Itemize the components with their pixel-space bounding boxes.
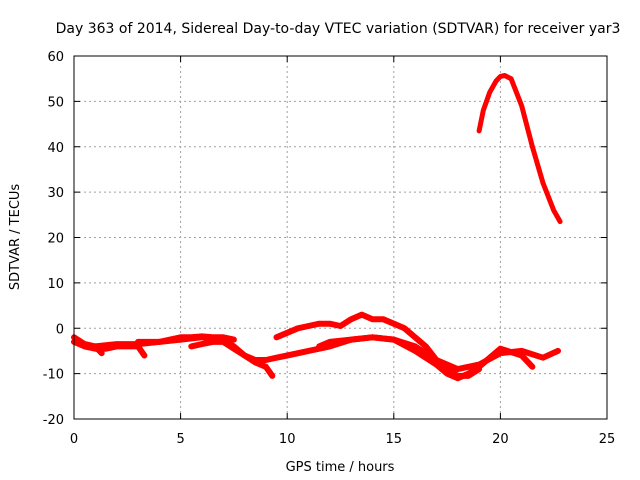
series-track-e (188, 334, 561, 373)
x-tick-label: 25 (599, 432, 616, 447)
series-track-g (316, 334, 536, 382)
series-layer (71, 73, 563, 382)
chart-title: Day 363 of 2014, Sidereal Day-to-day VTE… (56, 21, 621, 37)
x-tick-label: 10 (279, 432, 296, 447)
y-axis-label: SDTVAR / TECUs (8, 184, 23, 291)
series-track-h (476, 73, 563, 225)
x-axis-label: GPS time / hours (286, 460, 395, 475)
y-tick-label: 0 (56, 322, 64, 337)
x-tick-label: 5 (176, 432, 184, 447)
y-tick-label: -10 (43, 368, 64, 383)
y-tick-label: 50 (47, 95, 64, 110)
axis-ticks: 0 5 10 15 20 25 -20 -10 0 10 20 30 40 50 60 (43, 50, 616, 447)
x-tick-label: 20 (492, 432, 509, 447)
y-tick-label: 40 (47, 141, 64, 156)
series-track-b (71, 334, 105, 357)
y-tick-label: 10 (47, 277, 64, 292)
y-tick-label: -20 (43, 413, 64, 428)
x-tick-label: 15 (386, 432, 403, 447)
y-tick-label: 60 (47, 50, 64, 65)
y-tick-label: 30 (47, 186, 64, 201)
series-track-f (273, 311, 483, 379)
y-tick-label: 20 (47, 232, 64, 247)
x-tick-label: 0 (70, 432, 78, 447)
series-track-d (135, 333, 237, 345)
